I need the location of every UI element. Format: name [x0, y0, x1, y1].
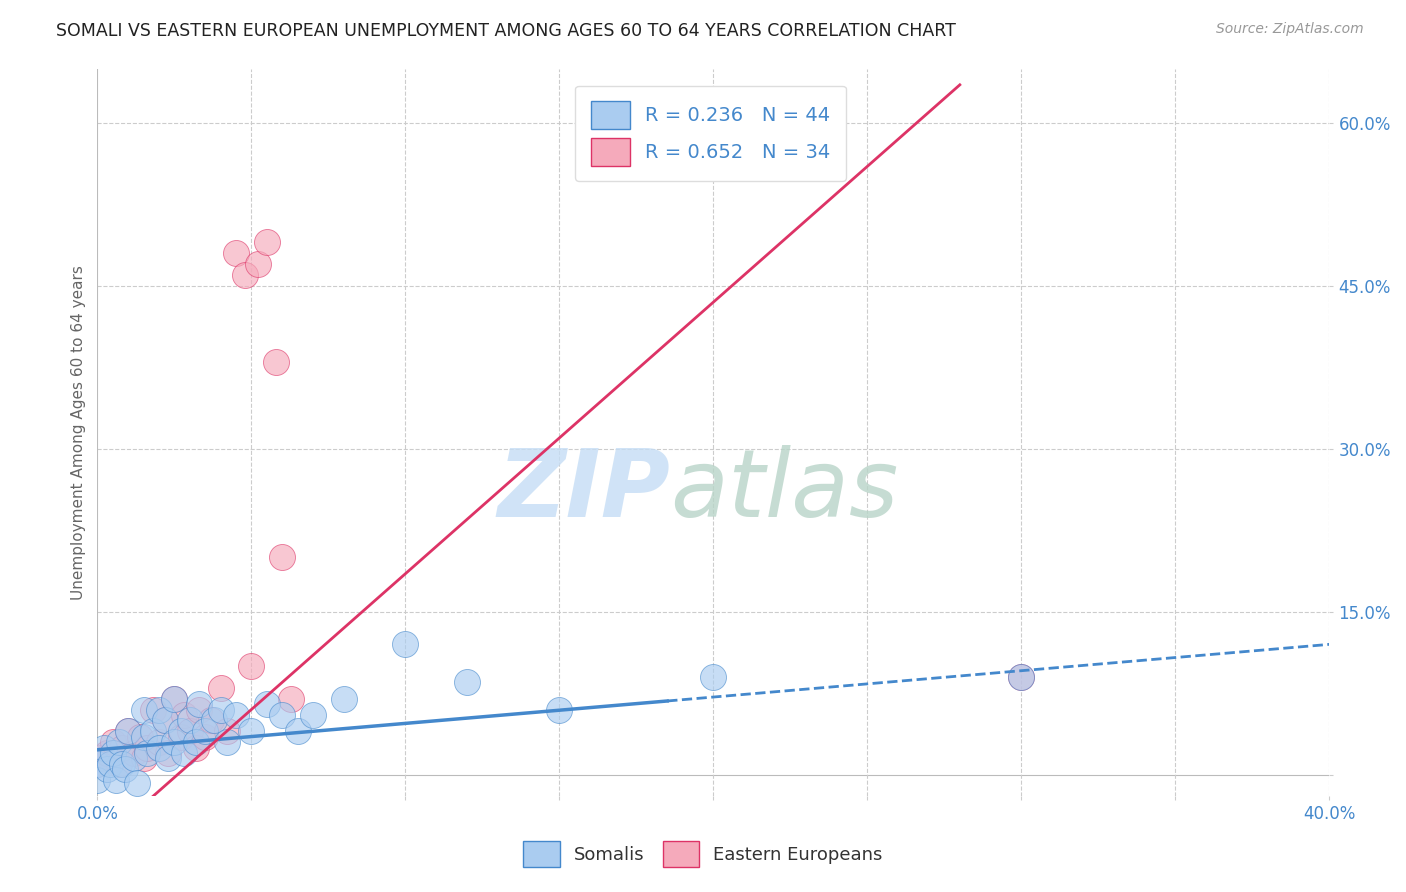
Point [302, 708, 325, 723]
Point [225, 246, 247, 260]
Point [117, 724, 139, 739]
Point [98, 756, 121, 771]
Point [157, 746, 180, 760]
Point [240, 724, 263, 739]
Legend: Somalis, Eastern Europeans: Somalis, Eastern Europeans [516, 834, 890, 874]
Point [200, 714, 222, 728]
Point [93, 740, 115, 755]
Legend: R = 0.236   N = 44, R = 0.652   N = 34: R = 0.236 N = 44, R = 0.652 N = 34 [575, 86, 846, 181]
Point [184, 740, 207, 755]
Point [124, 751, 146, 765]
Point [135, 740, 157, 755]
Point [256, 235, 278, 250]
Point [1010, 670, 1032, 684]
Point [209, 681, 232, 695]
Point [256, 697, 278, 711]
Text: SOMALI VS EASTERN EUROPEAN UNEMPLOYMENT AMONG AGES 60 TO 64 YEARS CORRELATION CH: SOMALI VS EASTERN EUROPEAN UNEMPLOYMENT … [56, 22, 956, 40]
Point [225, 708, 247, 723]
Point [233, 268, 256, 282]
Point [1010, 670, 1032, 684]
Point [86, 756, 108, 771]
Point [104, 773, 127, 788]
Point [202, 714, 225, 728]
Point [280, 691, 302, 706]
Point [148, 702, 170, 716]
Point [124, 746, 146, 760]
Point [86, 773, 108, 788]
Point [169, 730, 191, 744]
Point [132, 730, 155, 744]
Point [394, 637, 416, 651]
Point [111, 740, 134, 755]
Point [163, 691, 186, 706]
Point [456, 675, 478, 690]
Point [89, 751, 111, 765]
Point [188, 702, 211, 716]
Point [96, 746, 118, 760]
Point [142, 702, 165, 716]
Point [148, 735, 170, 749]
Point [135, 746, 157, 760]
Point [132, 702, 155, 716]
Point [108, 756, 131, 771]
Point [153, 714, 176, 728]
Point [333, 691, 356, 706]
Point [101, 735, 124, 749]
Point [163, 691, 186, 706]
Point [148, 740, 170, 755]
Point [246, 257, 269, 271]
Point [101, 746, 124, 760]
Point [215, 735, 238, 749]
Point [287, 724, 309, 739]
Point [271, 550, 294, 565]
Point [209, 702, 232, 716]
Point [194, 730, 217, 744]
Text: Source: ZipAtlas.com: Source: ZipAtlas.com [1216, 22, 1364, 37]
Point [157, 751, 180, 765]
Point [264, 355, 287, 369]
Point [169, 724, 191, 739]
Point [173, 708, 195, 723]
Point [702, 670, 724, 684]
Point [173, 746, 195, 760]
Point [127, 776, 149, 790]
Point [163, 735, 186, 749]
Point [114, 762, 136, 776]
Point [86, 756, 108, 771]
Point [153, 714, 176, 728]
Point [184, 735, 207, 749]
Point [111, 756, 134, 771]
Point [132, 751, 155, 765]
Point [179, 724, 201, 739]
Point [271, 708, 294, 723]
Point [96, 762, 118, 776]
Point [194, 724, 217, 739]
Point [240, 659, 263, 673]
Point [129, 730, 152, 744]
Point [117, 724, 139, 739]
Y-axis label: Unemployment Among Ages 60 to 64 years: Unemployment Among Ages 60 to 64 years [72, 265, 86, 600]
Text: atlas: atlas [671, 445, 898, 536]
Point [548, 702, 571, 716]
Point [108, 735, 131, 749]
Text: ZIP: ZIP [498, 445, 671, 537]
Point [179, 714, 201, 728]
Point [215, 724, 238, 739]
Point [142, 724, 165, 739]
Point [188, 697, 211, 711]
